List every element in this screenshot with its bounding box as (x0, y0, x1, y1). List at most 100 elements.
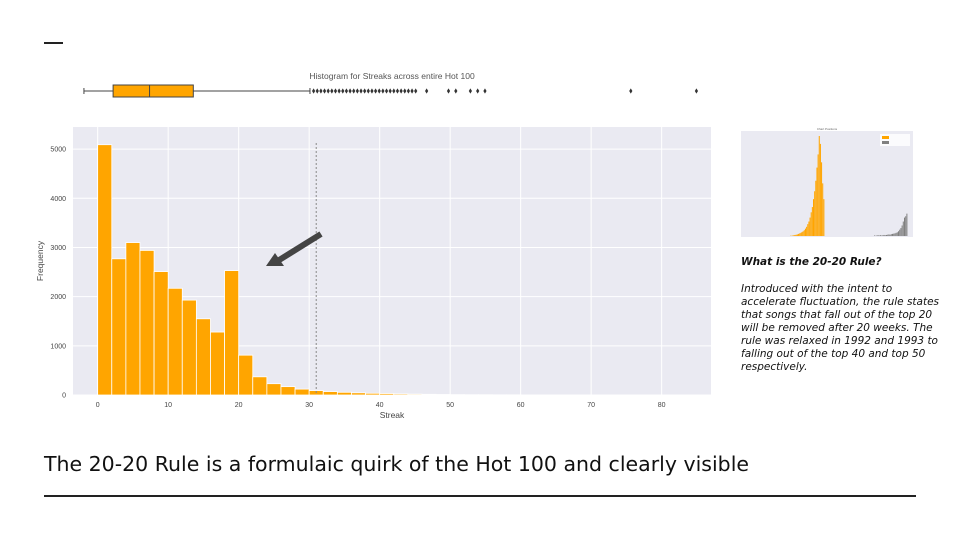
histogram-bar (195, 318, 211, 396)
outlier-point (410, 88, 414, 94)
thumbnail-plot-area (741, 131, 913, 237)
histogram-bar (139, 250, 155, 396)
thumbnail-bar-orange (817, 154, 819, 236)
thumbnail-title: Chart Positions (817, 127, 838, 131)
outlier-point (629, 88, 633, 94)
annotation-arrow (274, 231, 323, 265)
x-tick-label: 70 (587, 402, 595, 409)
boxplot-title: Histogram for Streaks across entire Hot … (309, 71, 475, 81)
histogram-bar (252, 376, 268, 396)
thumbnail-bar-grey (884, 235, 886, 236)
outlier-point (363, 88, 367, 94)
thumbnail-bar-grey (874, 235, 875, 236)
thumbnail-bar-grey (882, 235, 884, 236)
histogram-bar (125, 242, 141, 396)
outlier-point (694, 88, 699, 94)
thumbnail-bar-grey (895, 232, 897, 236)
chart-positions-thumbnail: Chart Positions (741, 127, 913, 237)
histogram-bar (153, 271, 169, 396)
thumbnail-bar-grey (883, 234, 885, 236)
outlier-point (370, 88, 374, 94)
histogram-bar (266, 383, 282, 396)
thumbnail-bar-grey (899, 229, 901, 236)
histogram-bar (111, 258, 127, 396)
histogram-bar (407, 393, 423, 396)
thumbnail-bar-orange (809, 217, 811, 236)
histogram-bar (351, 392, 366, 396)
outlier-point (388, 88, 392, 94)
thumbnail-bar-orange (794, 234, 796, 236)
x-tick-label: 10 (164, 402, 172, 409)
outlier-point (341, 88, 345, 94)
thumbnail-bar-grey (889, 234, 891, 236)
histogram-xlabel: Streak (380, 410, 405, 420)
thumbnail-bar-grey (894, 233, 896, 236)
outlier-point (330, 88, 334, 94)
outlier-point (322, 88, 327, 94)
thumbnail-bar-orange (807, 224, 809, 236)
thumbnail-bar-orange (796, 234, 798, 236)
streak-histogram: 0 10 20 30 40 50 60 70 80 0 1000 2000 3000 4000 5000 F… (35, 127, 711, 420)
x-tick-label: 30 (305, 402, 313, 409)
thumbnail-bar-grey (890, 234, 892, 236)
thumbnail-bar-orange (801, 232, 803, 236)
outlier-point (425, 88, 429, 94)
y-tick-label: 3000 (50, 245, 66, 252)
thumbnail-bar-grey (902, 221, 904, 236)
outlier-point (348, 88, 352, 94)
outlier-point (355, 88, 359, 94)
histogram-bar (365, 392, 381, 396)
histogram-bar (421, 393, 437, 396)
thumbnail-bar-orange (810, 212, 812, 236)
x-tick-label: 60 (517, 402, 525, 409)
thumbnail-legend (880, 134, 910, 146)
thumbnail-bar-orange (792, 235, 794, 236)
histogram-bar (336, 391, 352, 396)
thumbnail-bar-grey (876, 235, 878, 236)
y-tick-label: 4000 (50, 196, 66, 203)
outlier-point (352, 88, 356, 94)
thumbnail-bar-orange (798, 233, 800, 236)
histogram-bar (238, 354, 254, 396)
thumbnail-bar-grey (896, 232, 898, 236)
histogram-bars (97, 144, 522, 396)
thumbnail-bar-orange (823, 199, 825, 236)
slide-headline: The 20-20 Rule is a formulaic quirk of t… (44, 452, 749, 476)
thumbnail-bar-grey (877, 235, 879, 236)
thumbnail-bar-orange (813, 199, 815, 236)
x-tick-label: 20 (235, 402, 243, 409)
outlier-point (312, 88, 316, 94)
outlier-point (384, 88, 389, 94)
outlier-point (377, 88, 381, 94)
outlier-point (406, 88, 411, 94)
annotation-arrowhead (266, 253, 284, 266)
x-tick-label: 40 (376, 402, 384, 409)
thumbnail-bar-grey (901, 225, 903, 236)
thumbnail-bar-grey (900, 228, 902, 236)
outlier-point (414, 88, 418, 94)
thumbnail-bar-orange (819, 143, 821, 236)
thumbnail-bar-grey (905, 216, 907, 236)
x-tick-label: 0 (96, 402, 100, 409)
outlier-point (337, 88, 341, 94)
outlier-point (395, 88, 400, 94)
thumbnail-bar-orange (804, 228, 806, 236)
thumbnail-bar-orange (818, 136, 820, 236)
outlier-point (399, 88, 403, 94)
rule-question: What is the 20-20 Rule? (741, 256, 882, 268)
outlier-point (446, 88, 451, 94)
outlier-point (326, 88, 330, 94)
thumbnail-bar-orange (800, 232, 802, 236)
iqr-box (112, 84, 194, 98)
thumbnail-bar-grey (906, 213, 908, 236)
histogram-bar (210, 331, 225, 396)
thumbnail-bar-grey (886, 234, 887, 236)
outlier-point (344, 88, 349, 94)
outlier-point (373, 88, 378, 94)
thumbnail-bar-grey (888, 234, 890, 236)
thumbnail-bar-orange (795, 234, 797, 236)
rule-description: Introduced with the intent to accelerate… (741, 283, 940, 373)
thumbnail-bar-orange (803, 230, 805, 236)
outlier-point (359, 88, 363, 94)
thumbnail-bar-orange (821, 162, 823, 236)
